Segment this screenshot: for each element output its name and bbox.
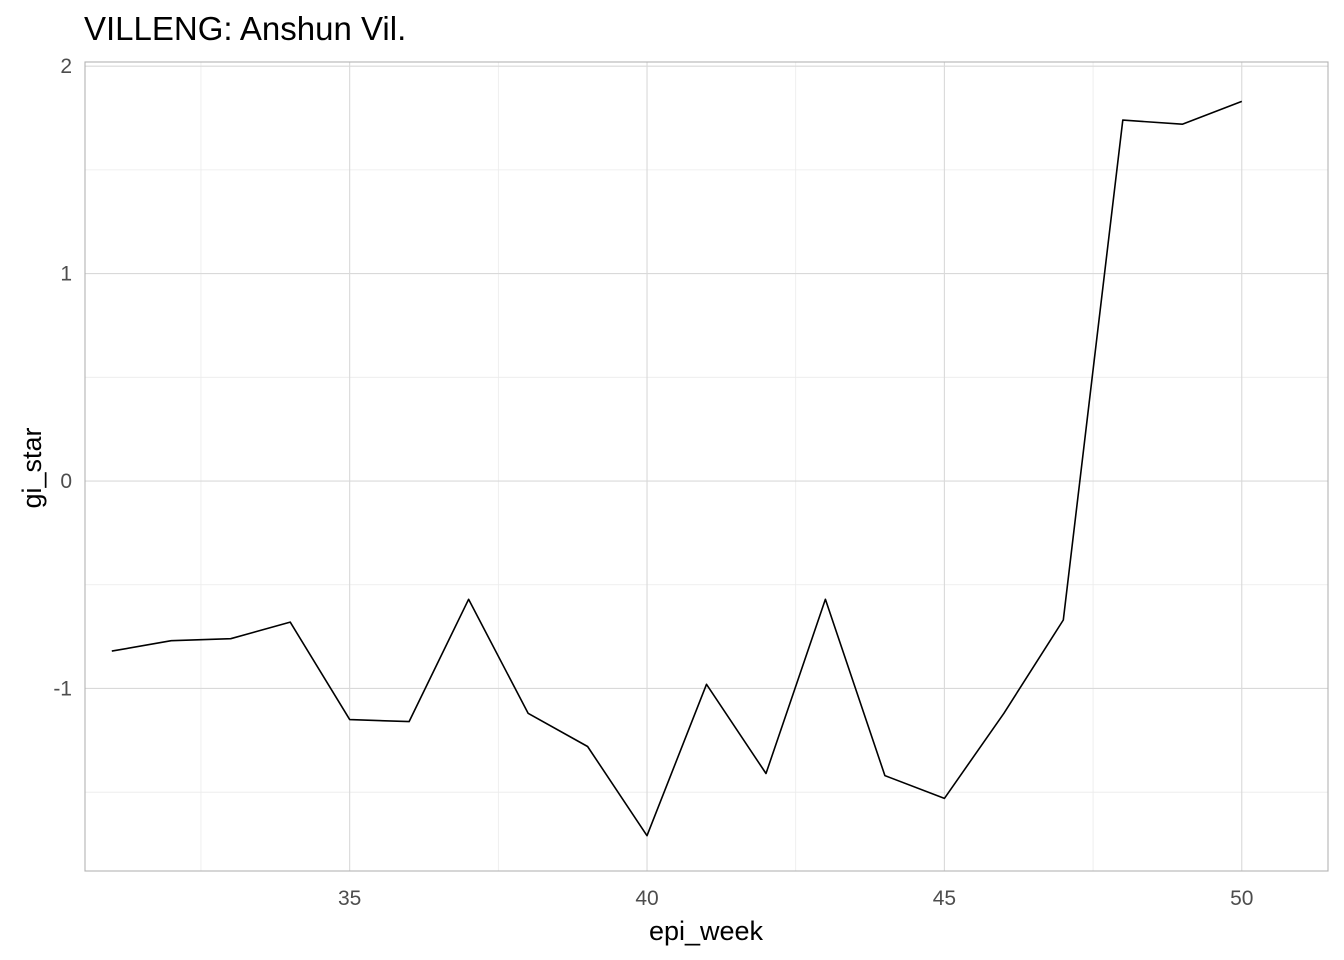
- x-tick-label: 45: [933, 887, 956, 910]
- x-tick-label: 35: [338, 887, 361, 910]
- x-axis-tick-labels: 35 40 45 50: [338, 887, 1253, 910]
- y-axis-title: gi_star: [17, 427, 47, 508]
- x-axis-title: epi_week: [649, 916, 764, 946]
- series-line: [111, 100, 1243, 837]
- major-gridlines: [85, 62, 1328, 871]
- y-axis-tick-labels: -1 0 1 2: [53, 55, 72, 700]
- minor-gridlines: [85, 62, 1328, 871]
- plot-panel-border: [84, 61, 1329, 872]
- y-tick-label: -1: [53, 677, 72, 700]
- y-tick-label: 1: [60, 263, 72, 286]
- y-tick-label: 0: [60, 470, 72, 493]
- chart-title: VILLENG: Anshun Vil.: [84, 10, 406, 47]
- x-tick-label: 50: [1230, 887, 1253, 910]
- y-tick-label: 2: [60, 55, 72, 78]
- x-tick-label: 40: [635, 887, 658, 910]
